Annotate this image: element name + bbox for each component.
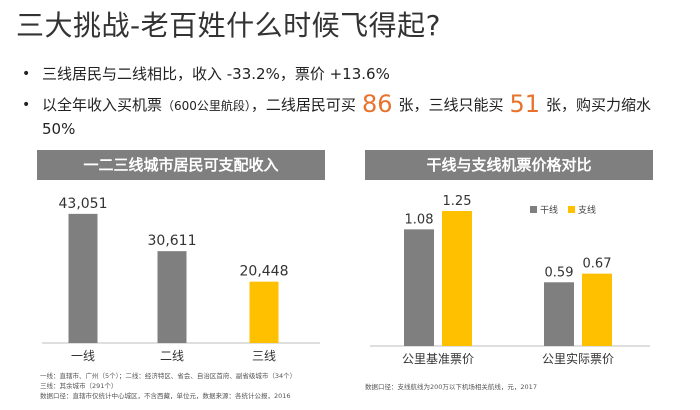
price-chart-note: 数据口径：支线航线为200万以下机场相关航线，元，2017	[365, 383, 537, 391]
price-bar	[404, 229, 434, 346]
price-bar	[544, 282, 574, 346]
page-title: 三大挑战-老百姓什么时候飞得起?	[16, 9, 441, 42]
price-value-label: 1.08	[405, 212, 434, 227]
price-value-label: 1.25	[443, 194, 472, 209]
bullet-dot: •	[22, 66, 31, 82]
price-value-label: 0.59	[545, 265, 574, 280]
price-category-label: 公里基准票价	[402, 352, 474, 366]
legend-label: 干线	[540, 204, 558, 216]
price-bar	[582, 273, 612, 346]
bullet-text-d: 张，购买力缩水50%	[42, 96, 652, 138]
bullet-dot: •	[22, 97, 31, 113]
bullet-purchasing-power: • 以全年收入买机票（600公里航段），二线居民可买 86 张，三线只能买 51 张，购…	[22, 92, 662, 141]
income-bar	[157, 251, 187, 343]
income-value-label: 30,611	[148, 233, 197, 249]
bullet-text-b: ，二线居民可买	[250, 96, 356, 114]
bullet-text-c: 张，三线只能买	[398, 96, 504, 114]
bullet-income-compare: • 三线居民与二线相比，收入 -33.2%，票价 +13.6%	[22, 63, 390, 86]
income-category-label: 一线	[71, 349, 95, 363]
legend-label: 支线	[578, 204, 596, 216]
income-category-label: 三线	[252, 349, 276, 363]
income-chart-header: 一二三线城市居民可支配收入	[37, 150, 325, 180]
income-category-label: 二线	[160, 349, 184, 363]
highlight-number-51: 51	[509, 90, 541, 118]
price-value-label: 0.67	[583, 257, 612, 272]
bullet-text-a: 以全年收入买机票	[42, 96, 163, 114]
income-value-label: 43,051	[59, 196, 108, 212]
income-chart-note-3: 数据口径：直辖市仅统计中心城区，不含西藏，单位元，数据来源：各统计公报，2016	[40, 392, 291, 400]
price-bar	[442, 211, 472, 346]
highlight-number-86: 86	[361, 90, 393, 118]
income-bar	[249, 281, 279, 343]
legend-swatch	[568, 206, 575, 213]
income-bar	[68, 213, 98, 343]
legend-swatch	[530, 206, 537, 213]
price-chart-header: 干线与支线机票价格对比	[365, 150, 653, 180]
income-value-label: 20,448	[240, 264, 289, 280]
income-chart-note-2: 三线：其余城市（291个）	[40, 382, 118, 390]
bullet-text: 三线居民与二线相比，收入 -33.2%，票价 +13.6%	[42, 65, 390, 83]
income-chart-note-1: 一线：直辖市、广州（5个）；二线：经济特区、省会、自治区首府、副省级城市（34个…	[40, 372, 297, 380]
bullet-note: （600公里航段）	[162, 99, 251, 113]
price-category-label: 公里实际票价	[542, 351, 614, 366]
